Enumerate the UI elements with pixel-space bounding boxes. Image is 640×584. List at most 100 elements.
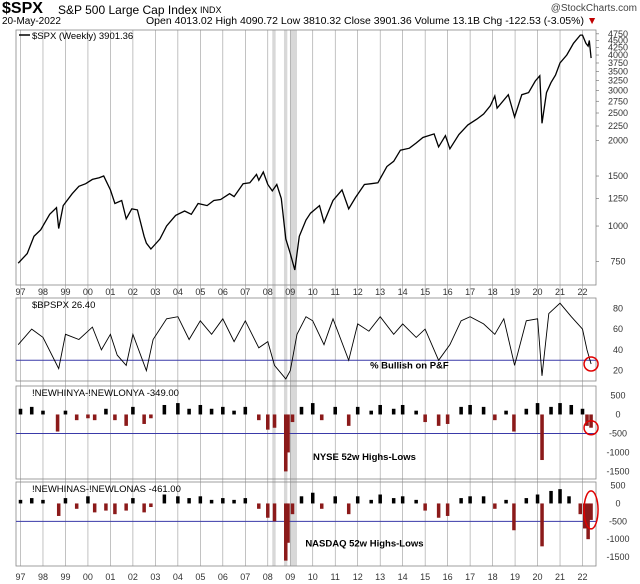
nyse-bar [92,414,97,421]
x-tick-label-top: 04 [173,287,183,297]
nyse-bar [493,414,497,421]
nasdaq-bar [445,503,450,516]
x-tick-label-top: 19 [510,287,520,297]
x-tick-label-top: 18 [488,287,498,297]
open-value: 4013.02 [174,15,213,27]
y-tick-label: 20 [613,366,623,376]
nasdaq-bar [346,503,351,515]
nasdaq-bar [286,503,290,543]
y-tick-label: 60 [613,324,623,334]
nyse-bar [74,414,79,421]
nyse-bar [283,414,288,472]
nasdaq-bar [104,503,108,511]
nasdaq-bar [540,503,544,547]
high-value: 4090.72 [240,15,278,27]
y-tick-label: 80 [613,303,623,313]
nasdaq-bar [586,503,590,540]
nasdaq-bar [578,503,583,515]
panel-label-price: $SPX (Weekly) 3901.36 [32,31,133,42]
nyse-bar [355,406,360,415]
y-tick-label: 750 [610,257,625,267]
nasdaq-bar [187,498,191,504]
nyse-bar [209,408,214,415]
chart-symbol: $SPX [2,0,43,17]
nasdaq-bar [149,503,153,508]
nyse-bar [29,406,34,415]
nasdaq-bar [400,496,405,504]
nasdaq-bar [176,496,180,504]
x-tick-label-bottom: 98 [38,572,48,582]
nasdaq-bar [232,499,236,504]
y-tick-label: 3250 [608,76,628,86]
nasdaq-bar [459,498,463,504]
chart-title: S&P 500 Large Cap Index [58,3,198,17]
stockcharts-credit[interactable]: @StockCharts.com [550,3,637,14]
nasdaq-bar [113,503,117,515]
x-tick-label-top: 00 [83,287,93,297]
nasdaq-bar [414,499,418,504]
y-tick-label: 500 [610,390,625,400]
x-tick-label-bottom: 04 [173,572,183,582]
x-tick-label-bottom: 99 [60,572,70,582]
y-tick-label: -1000 [606,447,629,457]
y-tick-label: 500 [610,481,625,491]
nasdaq-bar [86,496,90,504]
nasdaq-bar [355,496,360,504]
x-tick-label-top: 10 [308,287,318,297]
nyse-bar [221,406,225,415]
nyse-bar [391,408,396,415]
nasdaq-bar [63,498,68,504]
x-tick-label-top: 02 [128,287,138,297]
x-tick-label-top: 13 [375,287,385,297]
nyse-bar [149,414,153,419]
y-tick-label: 3500 [608,67,628,77]
nyse-bar [104,408,108,415]
x-tick-label-top: 12 [353,287,363,297]
volume-label: Volume [414,15,450,27]
nyse-bar [243,406,248,415]
x-tick-label-bottom: 21 [555,572,565,582]
y-tick-label: 40 [613,345,623,355]
nasdaq-bar [589,503,593,520]
nyse-bar [319,414,324,421]
nasdaq-bar [493,503,497,509]
nasdaq-bar [142,503,146,513]
nyse-bar [400,404,405,415]
x-tick-label-bottom: 10 [308,572,318,582]
nyse-bar [142,414,146,424]
nyse-bar [41,410,45,415]
y-tick-label: 2750 [608,96,628,106]
panel-frame-nyse [15,385,597,480]
x-tick-label-top: 20 [533,287,543,297]
highlight-circle-nasdaq [583,490,599,530]
x-tick-label-top: 08 [263,287,273,297]
nasdaq-bar [310,492,315,504]
nyse-bar [333,406,338,415]
nyse-bar [162,404,167,415]
x-tick-label-bottom: 19 [510,572,520,582]
annotation-nasdaq: NASDAQ 52w Highs-Lows [305,538,423,549]
x-tick-label-bottom: 07 [240,572,250,582]
nasdaq-bar [41,499,45,504]
x-tick-label-top: 15 [420,287,430,297]
chart-date: 20-May-2022 [2,16,61,27]
nasdaq-bar [257,503,261,509]
panel-frame-bpspx [15,297,597,382]
bpspx-line [17,302,592,380]
nyse-bar [445,414,450,424]
nyse-bar [55,414,60,432]
chart-exchange: INDX [200,5,222,15]
nyse-bar [63,410,68,415]
x-tick-label-top: 07 [240,287,250,297]
nasdaq-bar [391,498,396,504]
nyse-bar [198,404,203,415]
nyse-bar [459,406,463,415]
nasdaq-bar [162,494,167,504]
y-tick-label: 2500 [608,108,628,118]
close-label: Close [344,15,371,27]
x-tick-label-bottom: 03 [150,572,160,582]
x-tick-label-bottom: 11 [331,572,340,582]
x-tick-label-bottom: 06 [218,572,228,582]
